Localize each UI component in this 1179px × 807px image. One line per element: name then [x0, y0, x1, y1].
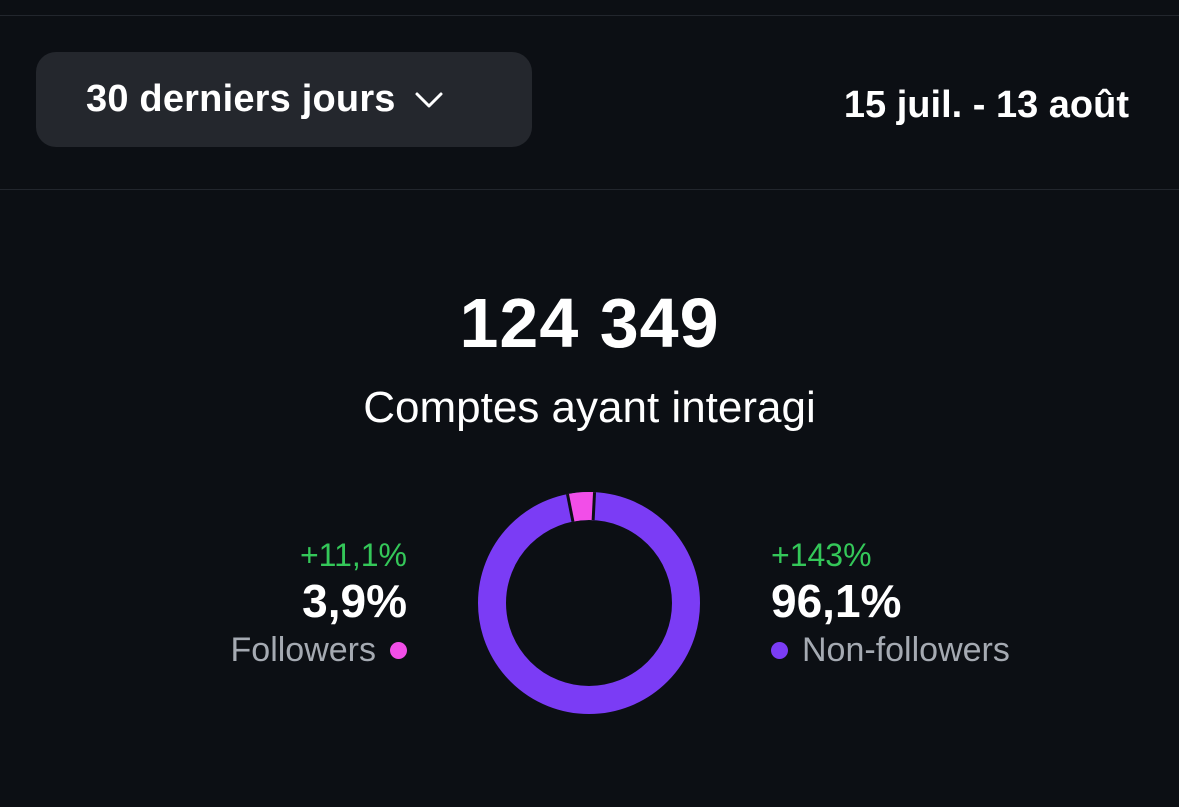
date-range: 15 juil. - 13 août: [843, 84, 1129, 126]
non-followers-stat: +143% 96,1% Non-followers: [771, 536, 1010, 672]
followers-change: +11,1%: [299, 537, 407, 573]
followers-legend-label: Followers: [230, 631, 376, 669]
non-followers-change: +143%: [771, 537, 872, 573]
non-followers-legend: Non-followers: [771, 628, 1010, 672]
non-followers-segment: [478, 492, 700, 714]
followers-legend: Followers: [231, 628, 407, 672]
followers-stat: +11,1% 3,9% Followers: [231, 536, 407, 672]
period-selector-button[interactable]: 30 derniers jours: [36, 52, 532, 147]
followers-legend-dot: [390, 641, 407, 659]
segment-separator: [591, 492, 597, 521]
non-followers-legend-dot: [771, 641, 788, 659]
followers-segment: [567, 492, 595, 522]
audience-donut-chart: [478, 492, 700, 714]
non-followers-percent: 96,1%: [771, 575, 902, 627]
non-followers-legend-label: Non-followers: [802, 631, 1010, 669]
accounts-engaged-label: Comptes ayant interagi: [363, 383, 816, 432]
section-divider: [0, 189, 1179, 190]
top-divider: [0, 15, 1179, 16]
period-label: 30 derniers jours: [86, 78, 396, 120]
accounts-engaged-total: 124 349: [459, 284, 720, 362]
segment-separator: [566, 493, 575, 522]
chevron-down-icon: [412, 90, 446, 110]
followers-percent: 3,9%: [302, 575, 407, 627]
